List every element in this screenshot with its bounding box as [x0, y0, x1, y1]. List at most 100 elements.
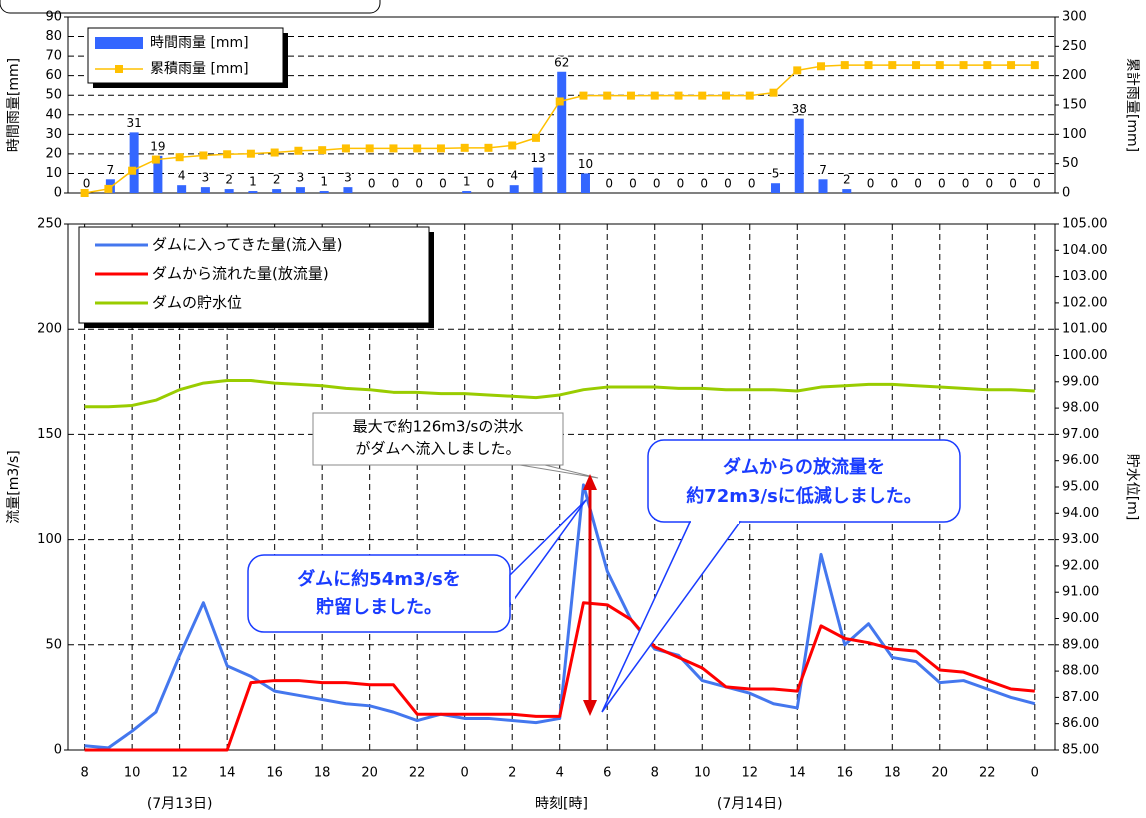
y-tick-label: 90 — [45, 10, 62, 25]
x-tick-label: 8 — [651, 766, 659, 781]
y-tick-label: 200 — [37, 322, 62, 337]
line-marker — [199, 151, 208, 160]
bar-value-label: 19 — [150, 139, 165, 153]
y2-tick-label: 300 — [1062, 10, 1087, 25]
bar-value-label: 13 — [530, 151, 545, 165]
bar — [319, 191, 329, 193]
y2-tick-label: 90.00 — [1062, 611, 1099, 626]
y-tick-label: 60 — [45, 68, 62, 83]
x-tick-label: 12 — [171, 766, 188, 781]
legend-marker — [115, 65, 123, 73]
line-marker — [460, 143, 469, 152]
bar-value-label: 0 — [748, 177, 756, 191]
line-marker — [959, 61, 968, 70]
line-marker — [270, 148, 279, 157]
x-tick-label: 16 — [266, 766, 283, 781]
line-marker — [531, 133, 540, 142]
line-marker — [223, 150, 232, 159]
bar — [248, 191, 258, 193]
y2-tick-label: 250 — [1062, 39, 1087, 54]
y2-axis-title: 累計雨量[mm] — [1124, 58, 1140, 152]
bar-value-label: 38 — [792, 102, 807, 116]
line-marker — [555, 97, 564, 106]
y2-tick-label: 97.00 — [1062, 427, 1099, 442]
bar-value-label: 0 — [677, 177, 685, 191]
bar-value-label: 0 — [914, 177, 922, 191]
bar-value-label: 0 — [724, 177, 732, 191]
x-tick-label: 22 — [409, 766, 426, 781]
y2-tick-label: 105.00 — [1062, 217, 1108, 232]
y-tick-label: 50 — [45, 88, 62, 103]
line-marker — [793, 66, 802, 75]
bar-value-label: 62 — [554, 55, 569, 69]
y2-tick-label: 93.00 — [1062, 532, 1099, 547]
y-tick-label: 20 — [45, 146, 62, 161]
line-marker — [1007, 61, 1016, 70]
bar — [842, 189, 852, 193]
line-marker — [674, 91, 683, 100]
x-tick-label: 14 — [789, 766, 806, 781]
bar-value-label: 0 — [1033, 177, 1041, 191]
x-tick-label: 8 — [80, 766, 88, 781]
y-tick-label: 0 — [54, 186, 62, 201]
bar — [343, 187, 353, 193]
y2-tick-label: 94.00 — [1062, 506, 1099, 521]
callout-pointer — [509, 499, 587, 608]
annotation-text: 最大で約126m3/sの洪水 — [353, 418, 524, 436]
y-tick-label: 10 — [45, 166, 62, 181]
x-tick-label: 10 — [694, 766, 711, 781]
title-box — [0, 0, 381, 14]
line-marker — [175, 153, 184, 162]
line-marker — [80, 189, 89, 197]
y2-tick-label: 0 — [1062, 186, 1070, 201]
y2-tick-label: 103.00 — [1062, 269, 1108, 284]
bar-value-label: 0 — [415, 177, 423, 191]
legend-label: 累積雨量 [mm] — [150, 61, 249, 77]
bar-value-label: 2 — [273, 173, 281, 187]
y-axis-title: 時間雨量[mm] — [6, 58, 22, 152]
bar-value-label: 7 — [107, 163, 115, 177]
line-marker — [935, 61, 944, 70]
line-marker — [626, 91, 635, 100]
bar — [177, 185, 187, 193]
legend-label: ダムの貯水位 — [152, 294, 242, 312]
annotation-text: 貯留しました。 — [316, 596, 442, 618]
y2-tick-label: 96.00 — [1062, 453, 1099, 468]
bar-value-label: 0 — [392, 177, 400, 191]
y-tick-label: 70 — [45, 49, 62, 64]
y2-tick-label: 92.00 — [1062, 558, 1099, 573]
annotation-text: ダムからの放流量を — [723, 456, 885, 478]
bar — [794, 118, 804, 193]
line-marker — [840, 61, 849, 70]
line-marker — [365, 144, 374, 153]
line-marker — [698, 91, 707, 100]
bar — [224, 189, 234, 193]
bar-value-label: 1 — [463, 175, 471, 189]
y-tick-label: 80 — [45, 29, 62, 44]
callout-box — [647, 439, 961, 523]
y2-tick-label: 100.00 — [1062, 348, 1108, 363]
x-tick-label: 0 — [1031, 766, 1039, 781]
bar-value-label: 3 — [202, 171, 210, 185]
bar-value-label: 0 — [867, 177, 875, 191]
x-tick-label: 10 — [124, 766, 141, 781]
callout-joint — [691, 518, 739, 524]
bar-value-label: 0 — [629, 177, 637, 191]
bar-value-label: 0 — [890, 177, 898, 191]
line-marker — [745, 91, 754, 100]
line-marker — [650, 91, 659, 100]
y2-tick-label: 99.00 — [1062, 374, 1099, 389]
y2-tick-label: 88.00 — [1062, 664, 1099, 679]
bar-value-label: 0 — [653, 177, 661, 191]
x-tick-label: 22 — [979, 766, 996, 781]
callout-pointer — [519, 464, 599, 479]
line-marker — [603, 91, 612, 100]
y2-tick-label: 104.00 — [1062, 243, 1108, 258]
line-marker — [389, 144, 398, 153]
bar-value-label: 1 — [249, 175, 257, 189]
bar-value-label: 0 — [605, 177, 613, 191]
bar-value-label: 4 — [178, 169, 186, 183]
line-marker — [912, 61, 921, 70]
bar-value-label: 4 — [510, 169, 518, 183]
y-tick-label: 250 — [37, 217, 62, 232]
